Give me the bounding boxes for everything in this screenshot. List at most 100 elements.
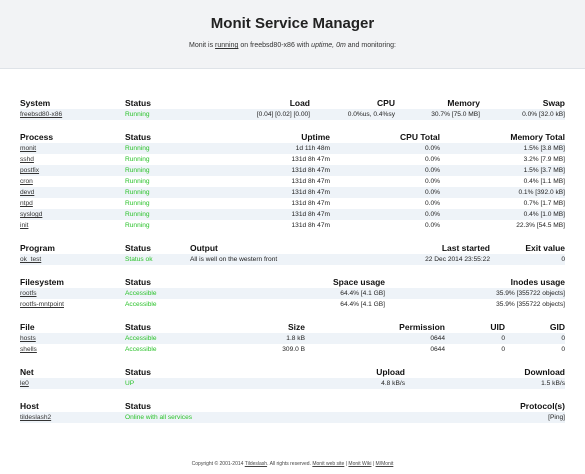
table-row: tildeslash2 Online with all services [Pi… [20, 412, 565, 423]
status-badge: UP [125, 378, 205, 389]
process-name-link[interactable]: cron [20, 176, 125, 187]
process-name-link[interactable]: monit [20, 143, 125, 154]
table-row: shells Accessible 309.0 B 0644 0 0 [20, 344, 565, 355]
program-exit-value: 0 [490, 254, 565, 265]
host-header-row: Host Status Protocol(s) [20, 399, 565, 412]
table-row: devd Running 131d 8h 47m 0.0% 0.1% [392.… [20, 187, 565, 198]
system-name-link[interactable]: freebsd80-x86 [20, 109, 125, 120]
table-row: rootfs Accessible 64.4% [4.1 GB] 35.9% [… [20, 288, 565, 299]
page-title: Monit Service Manager [210, 15, 375, 32]
file-col-status: Status [125, 321, 151, 332]
filesystem-table: Filesystem Status Space usage Inodes usa… [20, 275, 565, 310]
filesystem-name-link[interactable]: rootfs-mntpoint [20, 299, 125, 310]
program-output: All is well on the western front [190, 254, 385, 265]
process-uptime: 131d 8h 47m [205, 165, 330, 176]
process-name-link[interactable]: ntpd [20, 198, 125, 209]
file-uid: 0 [445, 344, 505, 355]
file-uid: 0 [445, 333, 505, 344]
program-header-row: Program Status Output Last started Exit … [20, 241, 565, 254]
host-col-host: Host [20, 400, 39, 411]
process-cpu: 0.0% [330, 209, 440, 220]
process-cpu: 0.0% [330, 198, 440, 209]
net-upload: 4.8 kB/s [205, 378, 405, 389]
net-download: 1.5 kB/s [405, 378, 565, 389]
system-header-row: System Status Load CPU Memory Swap [20, 96, 565, 109]
program-col-exit-value: Exit value [525, 242, 565, 253]
process-name-link[interactable]: syslogd [20, 209, 125, 220]
process-table: Process Status Uptime CPU Total Memory T… [20, 130, 565, 231]
file-permission: 0644 [305, 344, 445, 355]
footer-sep: | [371, 461, 376, 467]
footer-sep: | [344, 461, 349, 467]
host-table: Host Status Protocol(s) tildeslash2 Onli… [20, 399, 565, 423]
status-badge: Running [125, 143, 205, 154]
tildeslash-link[interactable]: Tildeslash [244, 461, 268, 467]
process-memory: 0.4% [1.1 MB] [440, 176, 565, 187]
filesystem-header-row: Filesystem Status Space usage Inodes usa… [20, 275, 565, 288]
table-row: freebsd80-x86 Running [0.04] [0.02] [0.0… [20, 109, 565, 120]
file-col-permission: Permission [399, 321, 445, 332]
filesystem-inodes: 35.9% [355722 objects] [385, 288, 565, 299]
file-name-link[interactable]: hosts [20, 333, 125, 344]
system-col-load: Load [289, 97, 310, 108]
status-badge: Accessible [125, 344, 205, 355]
process-name-link[interactable]: devd [20, 187, 125, 198]
table-row: postfix Running 131d 8h 47m 0.0% 1.5% [3… [20, 165, 565, 176]
file-table: File Status Size Permission UID GID host… [20, 320, 565, 355]
subtitle-uptime: uptime, 0m [311, 42, 346, 49]
filesystem-space: 64.4% [4.1 GB] [205, 299, 385, 310]
file-col-size: Size [287, 321, 305, 332]
status-badge: Online with all services [125, 412, 325, 423]
system-col-system: System [20, 97, 51, 108]
process-name-link[interactable]: sshd [20, 154, 125, 165]
process-memory: 1.5% [3.8 MB] [440, 143, 565, 154]
file-header-row: File Status Size Permission UID GID [20, 320, 565, 333]
system-col-memory: Memory [447, 97, 480, 108]
running-link[interactable]: running [215, 42, 239, 49]
filesystem-col-space: Space usage [333, 276, 385, 287]
subtitle-prefix: Monit is [188, 42, 216, 49]
process-header-row: Process Status Uptime CPU Total Memory T… [20, 130, 565, 143]
status-badge: Accessible [125, 333, 205, 344]
program-last-started: 22 Dec 2014 23:55:22 [385, 254, 490, 265]
program-col-last-started: Last started [441, 242, 490, 253]
table-row: rootfs-mntpoint Accessible 64.4% [4.1 GB… [20, 299, 565, 310]
file-name-link[interactable]: shells [20, 344, 125, 355]
host-protocols: [Ping] [325, 412, 565, 423]
file-size: 309.0 B [205, 344, 305, 355]
filesystem-col-filesystem: Filesystem [20, 276, 64, 287]
process-memory: 22.3% [54.5 MB] [440, 220, 565, 231]
host-name-link[interactable]: tildeslash2 [20, 412, 125, 423]
net-name-link[interactable]: le0 [20, 378, 125, 389]
table-row: init Running 131d 8h 47m 0.0% 22.3% [54.… [20, 220, 565, 231]
process-col-uptime: Uptime [301, 131, 330, 142]
file-gid: 0 [505, 344, 565, 355]
footer-copyright: Copyright © 2001-2014 [191, 461, 245, 467]
process-cpu: 0.0% [330, 187, 440, 198]
status-badge: Running [125, 198, 205, 209]
system-col-cpu: CPU [377, 97, 395, 108]
table-row: cron Running 131d 8h 47m 0.0% 0.4% [1.1 … [20, 176, 565, 187]
process-col-status: Status [125, 131, 151, 142]
filesystem-name-link[interactable]: rootfs [20, 288, 125, 299]
mmonit-link[interactable]: M/Monit [375, 461, 394, 467]
file-gid: 0 [505, 333, 565, 344]
main-content: System Status Load CPU Memory Swap freeb… [20, 96, 565, 423]
program-col-output: Output [190, 242, 218, 253]
net-col-status: Status [125, 366, 151, 377]
process-cpu: 0.0% [330, 143, 440, 154]
process-memory: 0.4% [1.0 MB] [440, 209, 565, 220]
status-badge: Accessible [125, 299, 205, 310]
program-name-link[interactable]: ok_test [20, 254, 125, 265]
system-col-status: Status [125, 97, 151, 108]
monit-web-site-link[interactable]: Monit web site [312, 461, 345, 467]
file-col-uid: UID [490, 321, 505, 332]
filesystem-space: 64.4% [4.1 GB] [205, 288, 385, 299]
process-cpu: 0.0% [330, 154, 440, 165]
net-table: Net Status Upload Download le0 UP 4.8 kB… [20, 365, 565, 389]
process-name-link[interactable]: postfix [20, 165, 125, 176]
process-name-link[interactable]: init [20, 220, 125, 231]
process-uptime: 1d 11h 48m [205, 143, 330, 154]
system-swap: 0.0% [32.0 kB] [480, 109, 565, 120]
monit-wiki-link[interactable]: Monit Wiki [348, 461, 372, 467]
